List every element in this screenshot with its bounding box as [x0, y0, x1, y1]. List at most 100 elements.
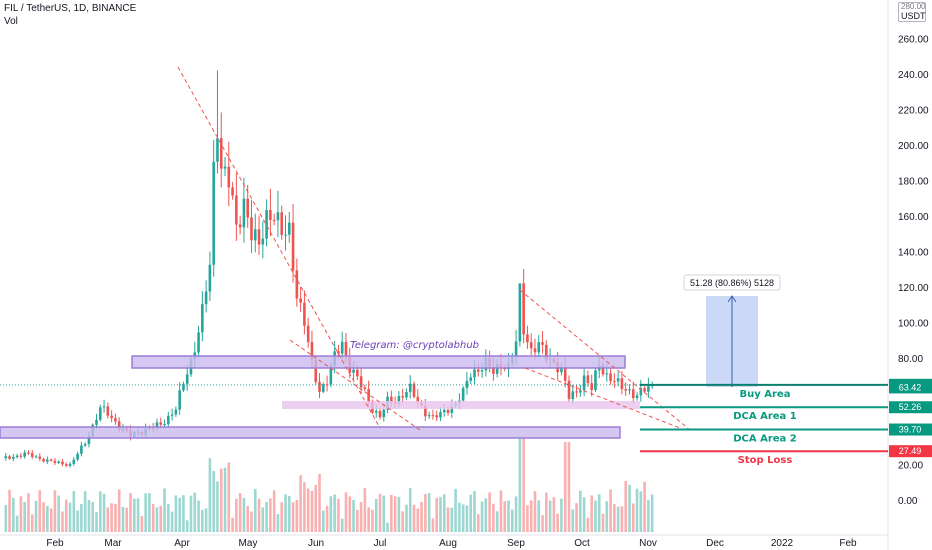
candle-body [397, 396, 401, 404]
candle-body [87, 436, 91, 445]
volume-bar [495, 511, 499, 532]
level-label: DCA Area 2 [733, 434, 797, 445]
currency-badge[interactable]: 280.00 USDT [898, 2, 926, 22]
candle-body [42, 458, 45, 462]
volume-bar [571, 509, 575, 532]
candle-body [4, 456, 8, 459]
candle-body [15, 455, 19, 458]
volume-bar [291, 502, 295, 532]
volume-bar [537, 500, 541, 532]
partial-top-tick: 280.00 [901, 2, 926, 11]
volume-bar [401, 511, 404, 532]
volume-bar [42, 502, 45, 532]
volume-bar [631, 503, 635, 532]
candle-body [95, 419, 98, 425]
candle-body [518, 283, 522, 342]
volume-bar [344, 492, 348, 532]
volume-bar [87, 500, 91, 532]
candle-body [318, 381, 321, 392]
volume-bar [287, 495, 291, 532]
y-tick-label: 240.00 [898, 70, 929, 81]
volume-bar [174, 495, 178, 532]
candle-body [159, 422, 163, 425]
candle-body [253, 229, 257, 241]
candle-body [72, 459, 76, 464]
candle-body [450, 406, 454, 413]
x-tick-label: 2022 [771, 538, 794, 549]
volume-bar [348, 496, 352, 532]
volume-bar [219, 468, 223, 532]
candle-body [465, 380, 469, 389]
volume-bar [567, 442, 571, 532]
volume-bar [12, 497, 15, 532]
volume-bar [72, 491, 76, 532]
candle-body [34, 456, 38, 458]
volume-bar [427, 493, 431, 532]
volume-bar [238, 493, 242, 532]
candle-body [208, 264, 212, 292]
candle-body [287, 222, 291, 235]
candle-body [280, 212, 284, 235]
volume-bar [488, 492, 491, 532]
volume-indicator-label[interactable]: Vol [4, 16, 18, 27]
candle-body [337, 351, 340, 354]
volume-bar [424, 493, 427, 532]
volume-bar [68, 502, 72, 532]
candle-body [378, 410, 382, 418]
support-zone [131, 355, 626, 369]
candle-body [314, 359, 318, 382]
volume-bar [129, 493, 132, 532]
volume-bar [590, 495, 593, 532]
volume-bar [189, 495, 193, 532]
candle-body [367, 389, 370, 402]
candle-body [53, 460, 57, 463]
price-axis-badge [889, 381, 932, 394]
level-label: Buy Area [740, 389, 791, 400]
candle-body [522, 283, 525, 335]
volume-bar [560, 498, 563, 532]
price-axis-badge [889, 401, 932, 414]
level-label: DCA Area 1 [733, 411, 797, 422]
volume-bar [102, 493, 106, 532]
candle-body [526, 334, 529, 343]
volume-bar [272, 490, 276, 532]
volume-bar [110, 503, 113, 532]
volume-bar [49, 508, 53, 532]
y-tick-label: 180.00 [898, 177, 929, 188]
volume-bar [27, 493, 30, 532]
volume-bar [125, 507, 129, 532]
volume-bar [19, 496, 23, 532]
candle-body [303, 302, 306, 326]
candle-body [19, 455, 23, 457]
volume-bar [416, 508, 420, 532]
volume-bar [136, 498, 140, 532]
volume-bar [208, 458, 212, 532]
volume-group [4, 437, 654, 532]
y-tick-label: 20.00 [898, 461, 923, 472]
candle-body [431, 415, 435, 417]
volume-bar [624, 480, 627, 532]
volume-bar [280, 502, 284, 532]
candle-body [579, 390, 582, 393]
x-tick-label: Feb [46, 538, 64, 549]
volume-bar [609, 489, 612, 532]
candle-body [545, 344, 548, 360]
y-tick-label: 200.00 [898, 141, 929, 152]
candle-body [616, 378, 620, 382]
volume-bar [91, 502, 95, 532]
candle-body [647, 386, 650, 392]
candle-body [83, 444, 87, 446]
volume-bar [484, 498, 488, 532]
volume-bar [579, 490, 582, 532]
volume-bar [374, 498, 378, 532]
volume-bar [371, 509, 374, 532]
candle-body [27, 452, 30, 454]
volume-bar [378, 493, 382, 532]
volume-bar [458, 502, 461, 532]
volume-bar [216, 481, 219, 532]
volume-bar [227, 462, 231, 532]
candle-body [401, 396, 404, 398]
symbol-title[interactable]: FIL / TetherUS, 1D, BINANCE [4, 3, 137, 14]
volume-bar [650, 494, 654, 532]
